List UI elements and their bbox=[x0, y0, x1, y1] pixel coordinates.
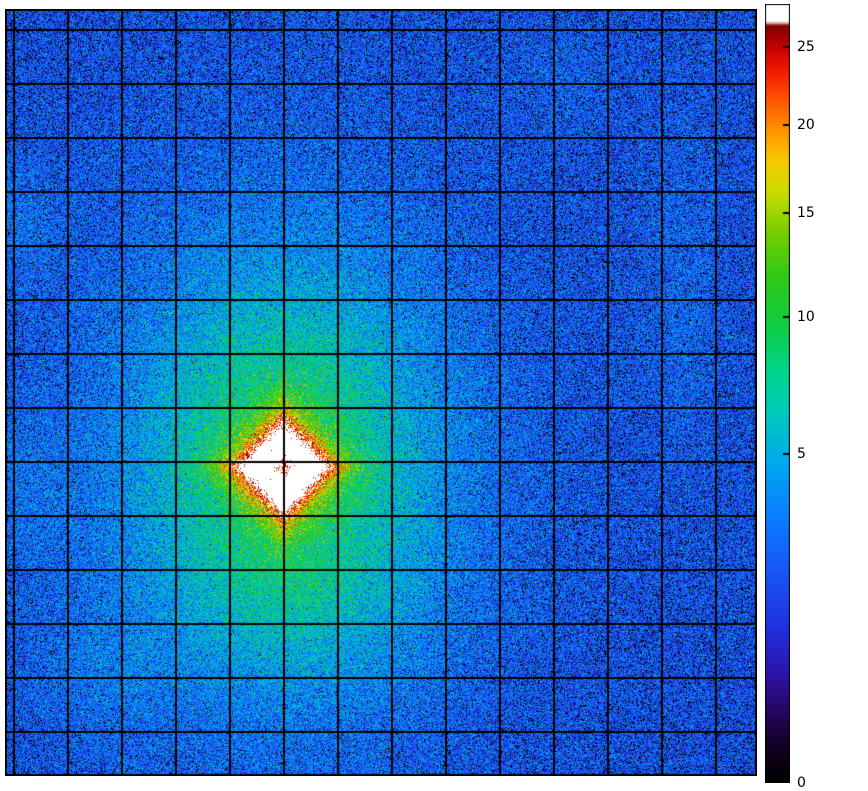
colorbar-tick-label: 10 bbox=[797, 309, 815, 326]
colorbar-tick-label: 25 bbox=[797, 38, 815, 55]
colorbar-tick-label: 15 bbox=[797, 204, 815, 221]
colorbar-tick-label: 0 bbox=[797, 775, 806, 791]
colorbar-tick-label: 20 bbox=[797, 116, 815, 133]
xray-image-heatmap bbox=[5, 9, 757, 776]
colorbar-tick-label: 5 bbox=[797, 445, 806, 462]
colorbar bbox=[765, 4, 790, 783]
